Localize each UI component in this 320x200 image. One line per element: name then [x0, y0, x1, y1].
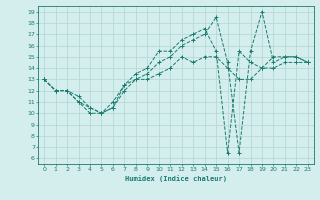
X-axis label: Humidex (Indice chaleur): Humidex (Indice chaleur) — [125, 175, 227, 182]
